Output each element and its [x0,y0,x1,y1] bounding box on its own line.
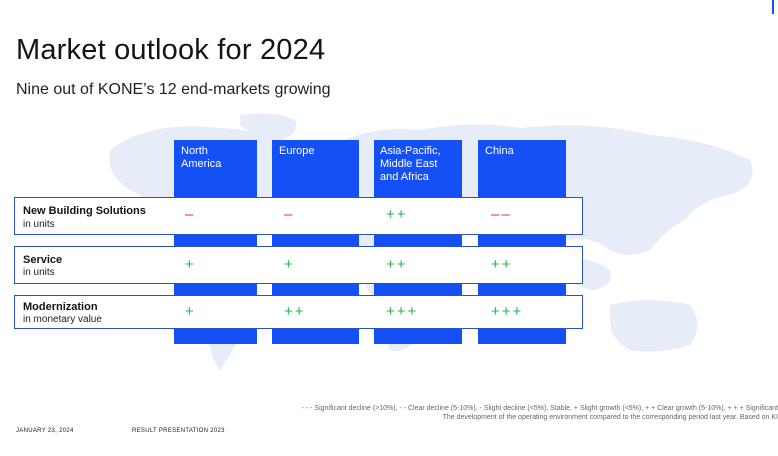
footer-label: RESULT PRESENTATION 2023 [132,428,225,434]
row-title: Modernization [23,301,98,313]
outlook-value: – [284,206,295,223]
outlook-value: + [185,303,196,320]
slide-subtitle: Nine out of KONE’s 12 end-markets growin… [16,81,331,98]
slide-title: Market outlook for 2024 [16,34,326,66]
row-title: Service [23,254,63,266]
outlook-value: +++ [386,303,419,320]
row-unit: in monetary value [23,314,102,325]
footer-date: JANUARY 23, 2024 [16,428,74,434]
outlook-value: + [284,256,295,273]
row-unit: in units [23,267,55,278]
row-unit: in units [23,219,55,230]
row-title: New Building Solutions [23,205,146,217]
corner-accent-mark [772,0,774,14]
legend-basis-note: The development of the operating environ… [442,414,778,421]
column-header: Europe [279,145,315,157]
outlook-value: ++ [386,206,408,223]
outlook-value: – [185,206,196,223]
outlook-value: –– [491,206,512,223]
outlook-value: ++ [491,256,513,273]
outlook-value: ++ [386,256,408,273]
column-header: North America [181,145,222,170]
row-new-building-solutions: New Building Solutions in units – – ++ –… [14,197,583,235]
outlook-value: + [185,256,196,273]
column-header: China [485,145,514,157]
outlook-value: ++ [284,303,306,320]
legend-scale-note: - - - Significant decline (>10%), - - Cl… [301,405,778,412]
column-header: Asia-Pacific, Middle East and Africa [380,145,441,183]
row-modernization: Modernization in monetary value + ++ +++… [14,295,583,329]
outlook-value: +++ [491,303,524,320]
row-service: Service in units + + ++ ++ [14,246,583,284]
